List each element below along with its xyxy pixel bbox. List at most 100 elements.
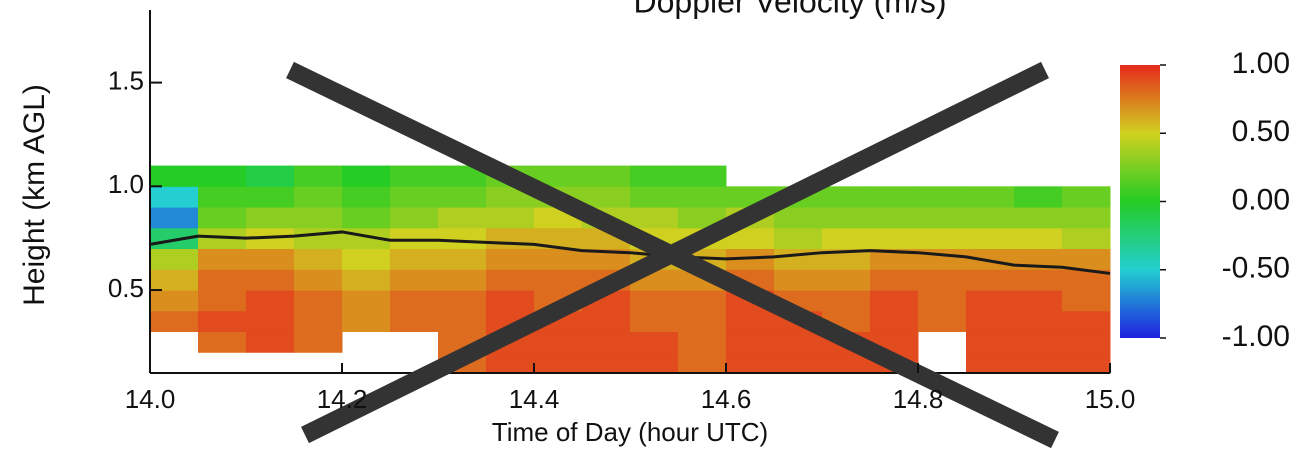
heatmap-cell [1062, 186, 1111, 208]
heatmap-cell [966, 310, 1015, 333]
x-tick-label: 14.6 [701, 384, 752, 414]
heatmap-cell [246, 248, 295, 270]
heatmap-cell [150, 269, 199, 291]
heatmap-cell [678, 207, 727, 229]
heatmap-cell [1062, 290, 1111, 312]
heatmap-cell [342, 290, 391, 312]
heatmap-cell [678, 290, 727, 312]
heatmap-cell [1062, 248, 1111, 270]
heatmap-cell [726, 227, 775, 250]
heatmap-cell [774, 269, 823, 291]
heatmap-cell [726, 331, 775, 353]
heatmap-cell [822, 352, 871, 374]
heatmap-cell [198, 207, 247, 229]
heatmap-cell [1062, 227, 1111, 250]
heatmap-cell [198, 165, 247, 187]
heatmap-cell [870, 207, 919, 229]
heatmap-cell [390, 290, 439, 312]
boundary-layer-line [149, 230, 1111, 275]
y-tick-label: 0.5 [108, 273, 144, 303]
heatmap-cell [294, 227, 343, 250]
heatmap-cell [678, 310, 727, 333]
heatmap-cell [486, 227, 535, 250]
heatmap-cell [1014, 331, 1063, 353]
colorbar [1120, 65, 1160, 338]
heatmap-cell [918, 290, 967, 312]
colorbar-tick-label: 0.00 [1232, 183, 1290, 216]
heatmap-cell [246, 269, 295, 291]
heatmap-cell [966, 331, 1015, 353]
heatmap-cell [342, 310, 391, 333]
heatmap-cell [438, 269, 487, 291]
heatmap-cell [294, 331, 343, 353]
plot-area [150, 165, 1111, 374]
heatmap-cell [918, 227, 967, 250]
heatmap-cell [390, 269, 439, 291]
heatmap-cell [486, 207, 535, 229]
heatmap-cell [438, 207, 487, 229]
colorbar-tick-label: 1.00 [1232, 47, 1290, 80]
heatmap-cell [342, 269, 391, 291]
heatmap-cell [438, 310, 487, 333]
heatmap-cell [1062, 310, 1111, 333]
heatmap-cell [918, 186, 967, 208]
heatmap-cell [390, 310, 439, 333]
heatmap-cell [774, 207, 823, 229]
heatmap-cell [390, 186, 439, 208]
heatmap-cell [870, 227, 919, 250]
heatmap-cell [246, 310, 295, 333]
heatmap-cell [1014, 207, 1063, 229]
heatmap-cell [774, 248, 823, 270]
heatmap-cell [870, 310, 919, 333]
heatmap-cell [966, 290, 1015, 312]
chart-title: Doppler Velocity (m/s) [634, 0, 947, 19]
heatmap-cell [726, 352, 775, 374]
heatmap-cell [294, 290, 343, 312]
heatmap-cell [246, 186, 295, 208]
heatmap-cell [678, 165, 727, 187]
heatmap-cell [294, 186, 343, 208]
heatmap-cell [774, 352, 823, 374]
heatmap-cell [438, 248, 487, 270]
heatmap-cell [822, 186, 871, 208]
heatmap-cell [630, 290, 679, 312]
heatmap-cell [342, 248, 391, 270]
y-tick-label: 1.0 [108, 169, 144, 199]
heatmap-cell [630, 165, 679, 187]
heatmap-cell [438, 186, 487, 208]
heatmap-cell [582, 331, 631, 353]
heatmap-cell [150, 207, 199, 229]
heatmap-cell [582, 248, 631, 270]
heatmap-cell [390, 207, 439, 229]
heatmap-cell [246, 290, 295, 312]
heatmap-cell [582, 186, 631, 208]
heatmap-cell [198, 331, 247, 353]
heatmap-cell [438, 165, 487, 187]
heatmap-cell [918, 310, 967, 333]
heatmap-cell [774, 331, 823, 353]
heatmap-cell [198, 269, 247, 291]
heatmap-cell [534, 352, 583, 374]
heatmap-cell [534, 269, 583, 291]
heatmap-cell [582, 352, 631, 374]
heatmap-cell [342, 207, 391, 229]
heatmap-cell [246, 207, 295, 229]
heatmap-cell [1014, 269, 1063, 291]
heatmap-cell [486, 248, 535, 270]
heatmap-cell [1014, 290, 1063, 312]
colorbar-tick-label: -0.50 [1222, 252, 1290, 285]
heatmap-cell [150, 186, 199, 208]
heatmap-cell [582, 310, 631, 333]
heatmap-cell [294, 165, 343, 187]
heatmap-cell [1062, 269, 1111, 291]
heatmap-cell [870, 248, 919, 270]
heatmap-cell [630, 207, 679, 229]
overlay [149, 230, 1111, 275]
heatmap-cell [246, 331, 295, 353]
heatmap-cell [486, 269, 535, 291]
heatmap-cell [150, 290, 199, 312]
heatmap-cell [198, 248, 247, 270]
heatmap-cell [534, 248, 583, 270]
heatmap-cell [438, 290, 487, 312]
heatmap-cell [150, 248, 199, 270]
